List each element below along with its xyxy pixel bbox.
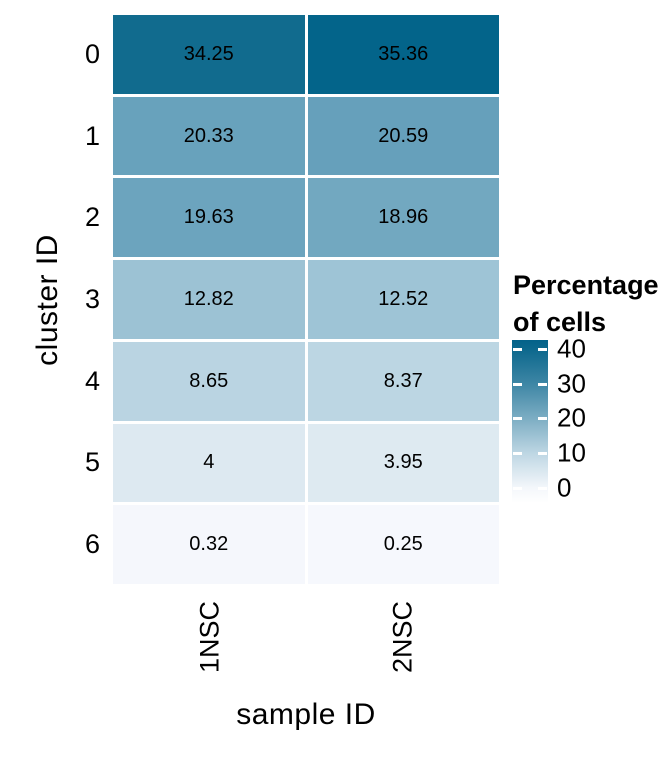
y-tick-label-1: 1 [84, 120, 100, 151]
colorbar-tick-mark-20-right [538, 417, 547, 420]
legend-title-line2: of cells [513, 307, 607, 337]
x-tick-2NSC: 2NSC [306, 592, 499, 687]
colorbar-tick-mark-30-right [538, 383, 547, 386]
colorbar-tick-mark-0-right [538, 487, 547, 490]
heatmap-cell-6-2NSC: 0.25 [307, 505, 499, 584]
y-tick-label-3: 3 [84, 283, 100, 314]
y-axis-tick-labels: 0 1 2 3 4 5 6 [48, 15, 100, 584]
heatmap-grid: 34.25 35.36 20.33 20.59 19.63 18.96 12.82 12.52… [113, 15, 499, 584]
legend-colorbar [512, 340, 548, 503]
x-tick-label-1NSC: 1NSC [194, 600, 224, 674]
heatmap-cell-2-2NSC: 18.96 [307, 178, 499, 258]
y-tick-label-6: 6 [84, 529, 100, 560]
heatmap-cell-3-1NSC: 12.82 [113, 260, 305, 339]
heatmap-cell-1-1NSC: 20.33 [113, 96, 305, 176]
heatmap-cell-0-2NSC: 35.36 [307, 15, 499, 94]
heatmap-cell-5-2NSC: 3.95 [307, 423, 499, 503]
heatmap-cell-2-1NSC: 19.63 [113, 178, 305, 258]
heatmap-cell-4-1NSC: 8.65 [113, 341, 305, 421]
legend-tick-label-40: 40 [557, 333, 586, 364]
colorbar-tick-mark-40-left [513, 348, 522, 351]
colorbar-tick-mark-40-right [538, 348, 547, 351]
legend-tick-label-20: 20 [557, 402, 586, 433]
x-tick-label-2NSC: 2NSC [387, 600, 417, 674]
colorbar-tick-mark-30-left [513, 383, 522, 386]
heatmap-cell-6-1NSC: 0.32 [113, 505, 305, 584]
heatmap-cell-1-2NSC: 20.59 [307, 96, 499, 176]
colorbar-tick-mark-10-left [513, 452, 522, 455]
legend-tick-labels: 40 30 20 10 0 [557, 334, 627, 503]
x-axis-title: sample ID [236, 698, 376, 731]
x-axis-tick-labels: 1NSC 2NSC [113, 592, 499, 687]
legend-title-line1: Percentage [513, 270, 659, 300]
y-tick-label-5: 5 [84, 447, 100, 478]
heatmap-cell-0-1NSC: 34.25 [113, 15, 305, 94]
colorbar-tick-mark-20-left [513, 417, 522, 420]
y-tick-label-0: 0 [84, 38, 100, 69]
heatmap-cell-3-2NSC: 12.52 [307, 260, 499, 339]
y-tick-label-4: 4 [84, 365, 100, 396]
y-tick-label-2: 2 [84, 202, 100, 233]
heatmap-cell-5-1NSC: 4 [113, 423, 305, 503]
legend-tick-label-30: 30 [557, 368, 586, 399]
colorbar-tick-mark-0-left [513, 487, 522, 490]
legend-title: Percentage of cells [513, 267, 659, 341]
legend-tick-label-0: 0 [557, 472, 572, 503]
legend-tick-label-10: 10 [557, 437, 586, 468]
colorbar-tick-mark-10-right [538, 452, 547, 455]
x-tick-1NSC: 1NSC [113, 592, 306, 687]
heatmap-cell-4-2NSC: 8.37 [307, 341, 499, 421]
